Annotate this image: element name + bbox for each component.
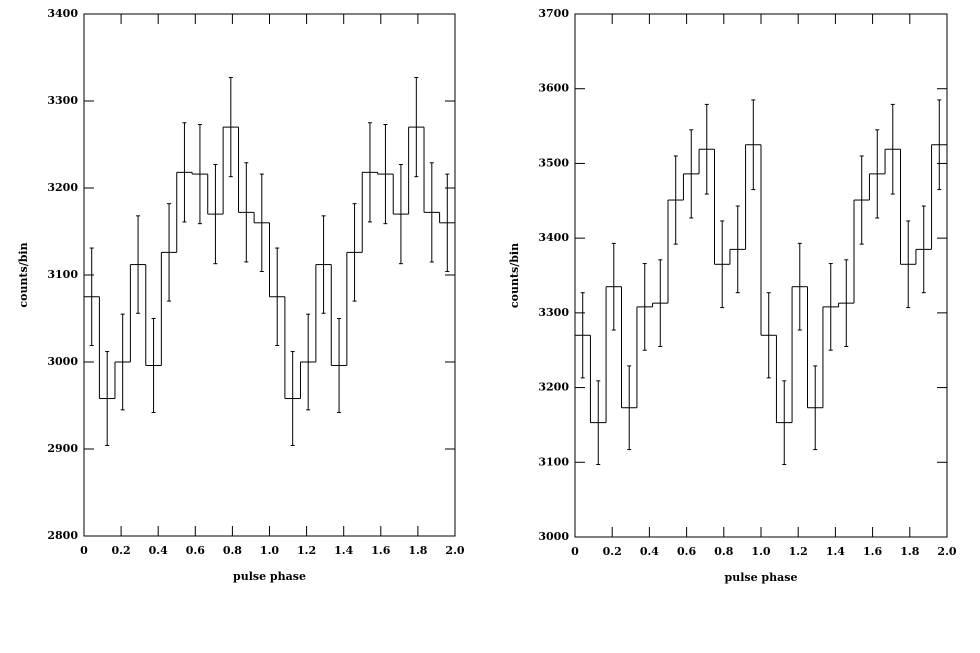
x-tick-label: 0.4 [149,544,168,557]
y-tick-label: 3300 [47,94,78,107]
x-tick-label: 0.8 [714,545,733,558]
x-tick-label: 2.0 [445,544,464,557]
x-tick-label: 0.2 [112,544,131,557]
y-tick-label: 3500 [538,156,569,169]
y-tick-label: 3000 [47,355,78,368]
y-tick-label: 3200 [538,381,569,394]
x-tick-label: 1.2 [789,545,808,558]
y-tick-label: 2800 [47,529,78,542]
x-tick-label: 1.6 [371,544,390,557]
x-tick-label: 0 [571,545,579,558]
x-tick-label: 0 [80,544,88,557]
y-tick-label: 3300 [538,306,569,319]
x-tick-label: 0.8 [223,544,242,557]
y-tick-label: 3100 [47,268,78,281]
y-axis-label: counts/bin [17,242,30,307]
y-tick-label: 2900 [47,442,78,455]
x-tick-label: 1.6 [863,545,882,558]
x-axis-label: pulse phase [725,571,798,584]
y-tick-label: 3400 [538,231,569,244]
y-tick-label: 3200 [47,181,78,194]
x-tick-label: 1.2 [297,544,316,557]
x-tick-label: 2.0 [937,545,956,558]
x-tick-label: 1.8 [408,544,427,557]
x-tick-label: 0.4 [640,545,659,558]
y-tick-label: 3700 [538,7,569,20]
x-tick-label: 0.6 [677,545,696,558]
y-tick-label: 3100 [538,455,569,468]
x-tick-label: 1.8 [900,545,919,558]
x-tick-label: 1.4 [826,545,845,558]
y-tick-label: 3400 [47,7,78,20]
x-tick-label: 1.0 [751,545,770,558]
y-tick-label: 3600 [538,82,569,95]
x-tick-label: 1.4 [334,544,353,557]
x-tick-label: 0.2 [603,545,622,558]
y-axis-label: counts/bin [508,243,521,308]
x-tick-label: 1.0 [260,544,279,557]
y-tick-label: 3000 [538,530,569,543]
x-axis-label: pulse phase [233,570,306,583]
x-tick-label: 0.6 [186,544,205,557]
